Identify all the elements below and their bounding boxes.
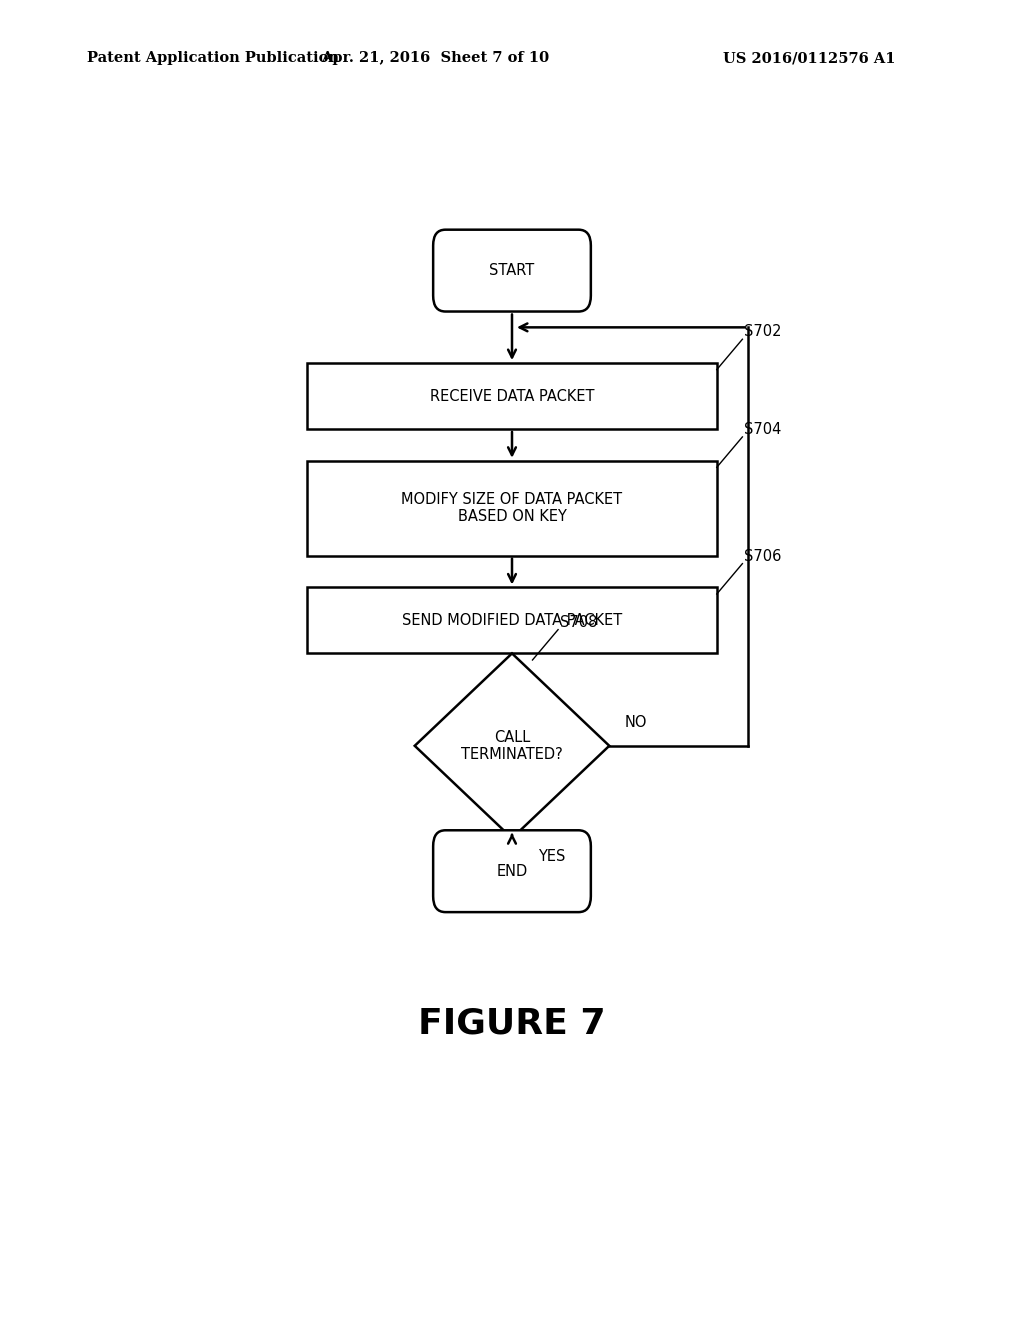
Text: SEND MODIFIED DATA PACKET: SEND MODIFIED DATA PACKET	[401, 612, 623, 628]
Text: NO: NO	[625, 715, 647, 730]
Text: END: END	[497, 863, 527, 879]
Text: MODIFY SIZE OF DATA PACKET
BASED ON KEY: MODIFY SIZE OF DATA PACKET BASED ON KEY	[401, 492, 623, 524]
Text: S702: S702	[744, 325, 782, 339]
Text: CALL
TERMINATED?: CALL TERMINATED?	[461, 730, 563, 762]
Text: Patent Application Publication: Patent Application Publication	[87, 51, 339, 65]
Text: FIGURE 7: FIGURE 7	[418, 1006, 606, 1040]
Bar	[307, 587, 717, 653]
Text: US 2016/0112576 A1: US 2016/0112576 A1	[723, 51, 895, 65]
Text: S708: S708	[560, 615, 597, 630]
Text: S704: S704	[744, 422, 781, 437]
Text: RECEIVE DATA PACKET: RECEIVE DATA PACKET	[430, 388, 594, 404]
Bar	[307, 461, 717, 556]
Text: S706: S706	[744, 549, 781, 564]
Text: Apr. 21, 2016  Sheet 7 of 10: Apr. 21, 2016 Sheet 7 of 10	[322, 51, 549, 65]
Bar	[307, 363, 717, 429]
FancyBboxPatch shape	[433, 230, 591, 312]
Text: YES: YES	[538, 849, 565, 863]
FancyBboxPatch shape	[433, 830, 591, 912]
Polygon shape	[415, 653, 609, 838]
Text: START: START	[489, 263, 535, 279]
